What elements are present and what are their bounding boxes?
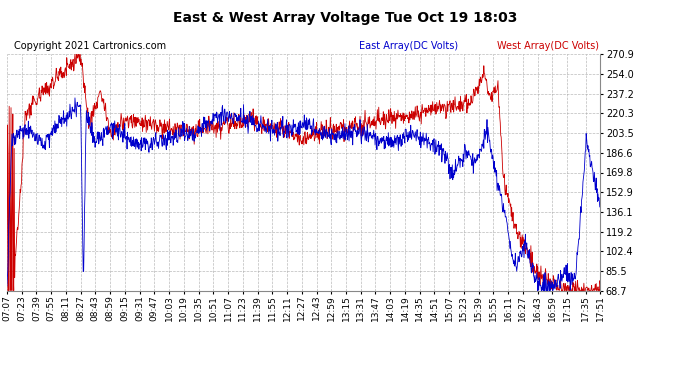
- Text: Copyright 2021 Cartronics.com: Copyright 2021 Cartronics.com: [14, 41, 166, 51]
- Text: East Array(DC Volts): East Array(DC Volts): [359, 41, 458, 51]
- Text: East & West Array Voltage Tue Oct 19 18:03: East & West Array Voltage Tue Oct 19 18:…: [172, 11, 518, 25]
- Text: West Array(DC Volts): West Array(DC Volts): [497, 41, 599, 51]
